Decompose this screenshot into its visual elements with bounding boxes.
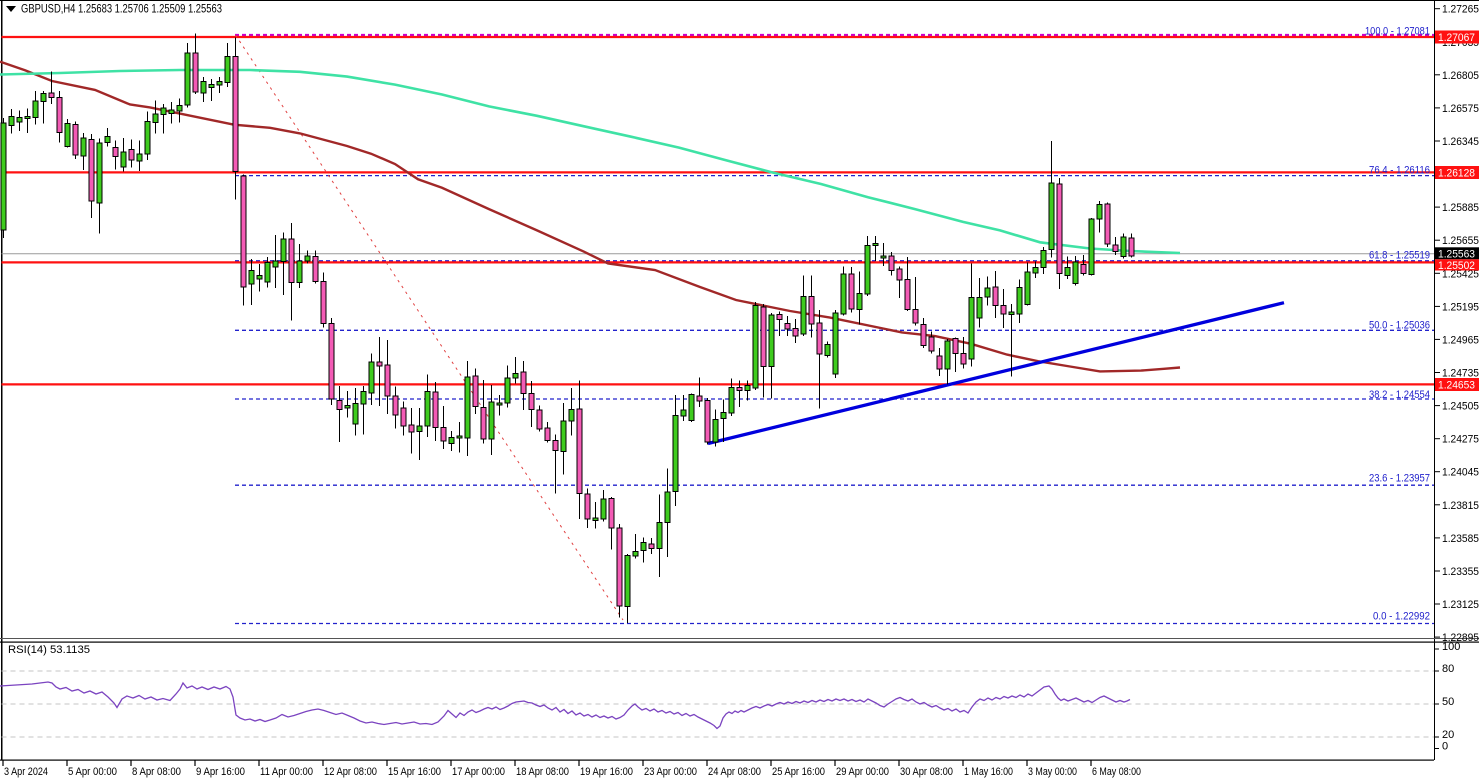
svg-text:38.2 - 1.24554: 38.2 - 1.24554 [1369, 389, 1430, 401]
svg-text:61.8 - 1.25519: 61.8 - 1.25519 [1369, 250, 1430, 262]
svg-text:1.23125: 1.23125 [1442, 599, 1479, 611]
svg-text:0.0 - 1.22992: 0.0 - 1.22992 [1373, 611, 1430, 623]
svg-text:23.6 - 1.23957: 23.6 - 1.23957 [1369, 473, 1430, 485]
svg-text:1.25563: 1.25563 [1438, 248, 1475, 260]
svg-text:1.24505: 1.24505 [1442, 401, 1479, 413]
svg-text:50: 50 [1442, 696, 1454, 708]
svg-text:20: 20 [1442, 729, 1454, 741]
svg-text:1.26128: 1.26128 [1438, 168, 1475, 180]
svg-text:1.27067: 1.27067 [1438, 32, 1475, 44]
svg-text:1.23815: 1.23815 [1442, 500, 1479, 512]
svg-text:5 Apr 00:00: 5 Apr 00:00 [68, 766, 117, 778]
svg-text:6 May 08:00: 6 May 08:00 [1092, 766, 1141, 778]
svg-text:24 Apr 08:00: 24 Apr 08:00 [708, 766, 761, 778]
svg-text:29 Apr 00:00: 29 Apr 00:00 [836, 766, 889, 778]
svg-text:1.24735: 1.24735 [1442, 368, 1479, 380]
svg-text:19 Apr 16:00: 19 Apr 16:00 [580, 766, 633, 778]
svg-text:RSI(14) 53.1135: RSI(14) 53.1135 [8, 644, 90, 656]
svg-text:1.24965: 1.24965 [1442, 334, 1479, 346]
svg-text:1.24653: 1.24653 [1438, 380, 1475, 392]
svg-text:50.0 - 1.25036: 50.0 - 1.25036 [1369, 320, 1430, 332]
svg-text:100: 100 [1442, 641, 1460, 653]
svg-text:1.24275: 1.24275 [1442, 434, 1479, 446]
svg-text:12 Apr 08:00: 12 Apr 08:00 [324, 766, 377, 778]
svg-text:1.26345: 1.26345 [1442, 136, 1479, 148]
svg-text:9 Apr 16:00: 9 Apr 16:00 [196, 766, 245, 778]
svg-text:3 Apr 2024: 3 Apr 2024 [4, 766, 48, 778]
svg-text:GBPUSD,H4 1.25683 1.25706 1.2: GBPUSD,H4 1.25683 1.25706 1.25509 1.2556… [21, 4, 222, 16]
svg-text:1.25195: 1.25195 [1442, 301, 1479, 313]
svg-text:18 Apr 08:00: 18 Apr 08:00 [516, 766, 569, 778]
svg-text:1.25885: 1.25885 [1442, 202, 1479, 214]
svg-text:1.24045: 1.24045 [1442, 467, 1479, 479]
svg-text:30 Apr 08:00: 30 Apr 08:00 [900, 766, 953, 778]
svg-text:1.25425: 1.25425 [1442, 268, 1479, 280]
svg-text:1.26575: 1.26575 [1442, 103, 1479, 115]
svg-text:8 Apr 08:00: 8 Apr 08:00 [132, 766, 181, 778]
svg-text:1.26805: 1.26805 [1442, 70, 1479, 82]
svg-text:1 May 16:00: 1 May 16:00 [964, 766, 1013, 778]
svg-text:76.4 - 1.26116: 76.4 - 1.26116 [1369, 165, 1430, 177]
svg-text:80: 80 [1442, 663, 1454, 675]
svg-text:100.0 - 1.27081: 100.0 - 1.27081 [1365, 26, 1430, 38]
svg-text:0: 0 [1442, 741, 1448, 753]
svg-text:1.23585: 1.23585 [1442, 533, 1479, 545]
svg-text:1.25655: 1.25655 [1442, 235, 1479, 247]
svg-text:25 Apr 16:00: 25 Apr 16:00 [772, 766, 825, 778]
svg-text:1.22895: 1.22895 [1442, 632, 1479, 644]
svg-text:23 Apr 00:00: 23 Apr 00:00 [644, 766, 697, 778]
svg-text:15 Apr 16:00: 15 Apr 16:00 [388, 766, 441, 778]
svg-text:1.27265: 1.27265 [1442, 4, 1479, 16]
svg-text:11 Apr 00:00: 11 Apr 00:00 [260, 766, 313, 778]
svg-text:1.25502: 1.25502 [1438, 260, 1475, 272]
svg-text:17 Apr 00:00: 17 Apr 00:00 [452, 766, 505, 778]
svg-text:1.23355: 1.23355 [1442, 566, 1479, 578]
svg-text:3 May 00:00: 3 May 00:00 [1028, 766, 1077, 778]
